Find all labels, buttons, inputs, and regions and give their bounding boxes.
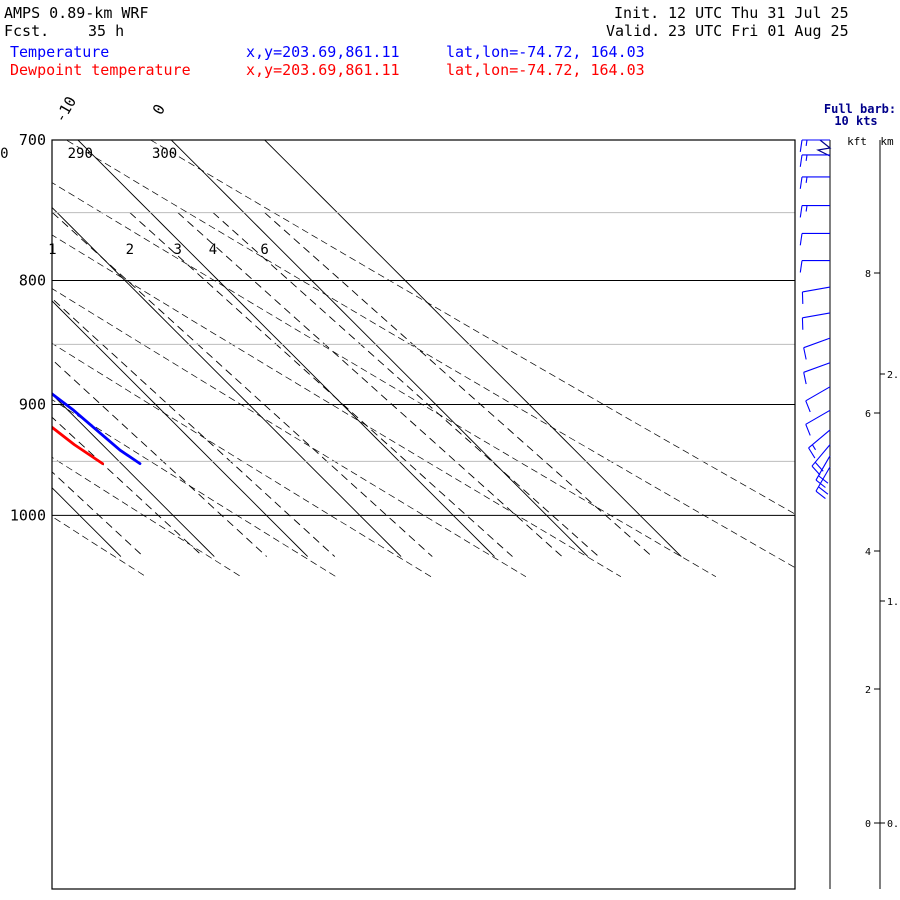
wind-barb-flag — [808, 447, 816, 459]
kft-tick-label: 0 — [865, 819, 871, 830]
pressure-tick-label: 1000 — [10, 506, 46, 524]
wind-barb-flag — [814, 461, 824, 472]
mixing-ratio-label: 2 — [126, 242, 134, 258]
wind-barb — [805, 386, 831, 402]
wind-barb-half-flag — [805, 176, 808, 183]
forecast-value: 35 h — [88, 22, 125, 40]
wind-barb-half-flag — [805, 205, 808, 212]
dry-adiabat-line — [65, 140, 795, 569]
dry-adiabat-label: 280 — [0, 146, 9, 162]
wind-barb — [808, 429, 831, 449]
barb-legend-glyph — [816, 139, 832, 157]
wind-barb-flag — [799, 176, 803, 189]
legend-dewpoint-name: Dewpoint temperature — [10, 61, 191, 79]
isotherm-line — [0, 140, 28, 557]
dry-adiabat-line — [149, 140, 795, 515]
isotherm-label: 0 — [149, 101, 169, 118]
isotherm-line — [77, 140, 495, 557]
mixing-ratio-line — [212, 212, 600, 557]
init-label: Init. — [614, 4, 660, 22]
mixing-ratio-line — [52, 212, 433, 557]
kft-tick-label: 6 — [865, 409, 871, 420]
wind-barb-flag — [818, 486, 829, 495]
wind-barb-flag — [803, 372, 807, 385]
mixing-ratio-line — [177, 212, 563, 557]
valid-label: Valid. — [606, 22, 661, 40]
forecast-label: Fcst. — [4, 22, 50, 40]
mixing-ratio-label: 3 — [174, 242, 182, 258]
isotherm-line — [52, 393, 215, 557]
wind-barb-flag — [799, 154, 803, 167]
wind-barb-flag — [799, 139, 803, 152]
wind-barb — [803, 362, 831, 373]
wind-barb-flag — [799, 260, 803, 273]
km-tick-label: 2. — [887, 370, 899, 381]
wind-barb-flag — [818, 475, 829, 484]
wind-barb — [805, 409, 831, 425]
mixing-ratio-line — [52, 416, 204, 557]
dry-adiabat-line — [52, 456, 242, 577]
pressure-tick-label: 800 — [19, 272, 46, 290]
wind-barb-half-flag — [811, 444, 817, 451]
isotherm-line — [52, 487, 122, 557]
mixing-ratio-line — [129, 212, 513, 557]
model-title: AMPS 0.89-km WRF — [4, 4, 149, 22]
legend-temperature-name: Temperature — [10, 43, 110, 61]
dry-adiabat-label: 300 — [152, 146, 177, 162]
mixing-ratio-line — [52, 297, 336, 557]
dry-adiabat-line — [52, 234, 622, 578]
wind-barb-flag — [799, 205, 803, 218]
wind-barb — [803, 337, 831, 349]
barb-legend-value: 10 kts — [834, 114, 877, 128]
wind-barb-flag — [815, 490, 826, 500]
legend-temperature-xy: x,y=203.69,861.11 — [246, 43, 400, 61]
kft-tick-label: 2 — [865, 685, 871, 696]
plot-frame — [51, 139, 796, 890]
dry-adiabat-line — [52, 182, 717, 578]
km-tick-label: 0. — [887, 819, 899, 830]
wind-barb-flag — [803, 347, 807, 360]
kft-tick-label: 8 — [865, 269, 871, 280]
mixing-ratio-line — [52, 471, 144, 557]
dry-adiabat-line — [52, 342, 432, 577]
pressure-tick-label: 700 — [19, 131, 46, 149]
isotherm-line — [264, 140, 682, 557]
wind-barb-flag — [805, 424, 811, 436]
legend-dewpoint-latlon: lat,lon=-74.72, 164.03 — [446, 61, 645, 79]
mixing-ratio-label: 6 — [260, 242, 268, 258]
dry-adiabat-line — [52, 288, 527, 577]
wind-barb-half-flag — [805, 154, 808, 161]
isotherm-line — [170, 140, 589, 557]
isotherm-line — [52, 206, 402, 557]
legend-temperature-latlon: lat,lon=-74.72, 164.03 — [446, 43, 645, 61]
mixing-ratio-line — [264, 212, 653, 557]
legend-dewpoint-xy: x,y=203.69,861.11 — [246, 61, 400, 79]
barb-legend-title: Full barb: — [824, 102, 896, 116]
wind-barb-flag — [799, 233, 803, 246]
mixing-ratio-label: 4 — [209, 242, 217, 258]
kft-axis-label: kft — [847, 135, 867, 148]
mixing-ratio-line — [52, 358, 268, 557]
km-axis-label: km — [880, 135, 894, 148]
pressure-tick-label: 900 — [19, 395, 46, 413]
dewpoint-profile — [52, 425, 104, 466]
init-time: 12 UTC Thu 31 Jul 25 — [668, 4, 849, 22]
valid-time: 23 UTC Fri 01 Aug 25 — [668, 22, 849, 40]
temperature-profile — [52, 392, 142, 466]
wind-barb — [802, 286, 831, 293]
wind-barb-flag — [811, 465, 821, 476]
km-tick-label: 1. — [887, 597, 899, 608]
wind-barb-flag — [815, 479, 826, 488]
isotherm-label: -10 — [51, 93, 80, 125]
wind-barb-half-flag — [805, 139, 808, 147]
wind-barb — [802, 312, 831, 319]
kft-tick-label: 4 — [865, 547, 871, 558]
dry-adiabat-label: 290 — [68, 146, 93, 162]
wind-barb-flag — [805, 400, 811, 413]
isotherm-line — [52, 300, 309, 557]
